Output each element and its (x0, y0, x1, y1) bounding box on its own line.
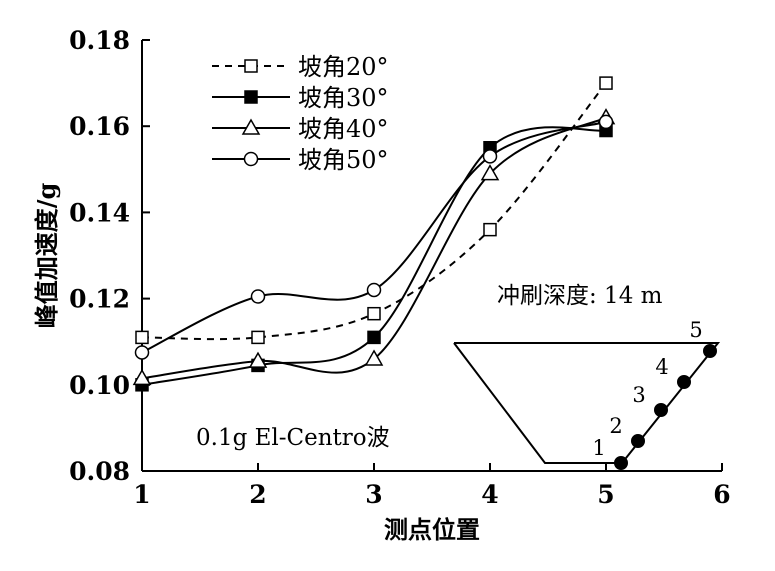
series-line (141, 116, 607, 380)
y-tick-label: 0.14 (69, 198, 130, 227)
measure-point-label: 4 (655, 355, 668, 379)
data-point (367, 306, 381, 321)
measure-point (654, 403, 668, 417)
series-4 (134, 114, 614, 360)
x-tick-label: 3 (365, 480, 382, 509)
scour-trapezoid (453, 342, 721, 464)
legend-item: 坡角50° (212, 146, 389, 174)
measure-point (703, 344, 717, 358)
y-tick-label: 0.08 (69, 457, 130, 486)
x-tick-label: 4 (481, 480, 498, 509)
legend-item: 坡角30° (212, 84, 389, 112)
data-point (483, 222, 497, 237)
series-layer (132, 76, 616, 392)
axes: 0.080.100.120.140.160.181 2 3 4 5 6测点位置峰值加速度/… (32, 26, 731, 544)
measure-point-label: 2 (609, 414, 622, 438)
series-line (141, 126, 607, 386)
legend-item: 坡角20° (212, 53, 389, 81)
y-tick-label: 0.12 (69, 285, 130, 314)
series-line (141, 82, 607, 341)
measure-point (614, 456, 628, 470)
measure-point (631, 434, 645, 448)
legend-marker (244, 59, 258, 73)
y-tick-label: 0.16 (69, 112, 130, 141)
legend-marker (241, 118, 261, 135)
measure-point-label: 3 (632, 383, 645, 407)
x-tick-label: 2 (249, 480, 266, 509)
x-axis-title: 测点位置 (384, 515, 480, 544)
data-point (366, 282, 382, 298)
legend-marker (244, 90, 258, 104)
measure-point-label: 5 (689, 318, 702, 342)
data-point (482, 149, 498, 164)
wave-annotation: 0.1g El-Centro波 (196, 425, 390, 451)
data-point (135, 330, 149, 345)
legend: 坡角20° 坡角30° 坡角40° 坡角50° (212, 53, 389, 174)
x-tick-label: 5 (597, 480, 614, 509)
x-tick-label: 1 (133, 480, 150, 509)
data-point (367, 330, 381, 345)
legend-label: 坡角20° (298, 53, 389, 81)
scour-depth-annotation: 冲刷深度: 14 m (497, 283, 663, 309)
data-point (598, 114, 614, 130)
series-1 (135, 76, 613, 345)
legend-label: 坡角50° (298, 146, 389, 174)
data-point (364, 349, 384, 366)
data-point (480, 164, 500, 181)
legend-marker (243, 151, 259, 167)
legend-label: 坡角40° (298, 115, 389, 143)
y-tick-label: 0.10 (69, 371, 130, 400)
data-point (251, 330, 265, 345)
data-point (248, 351, 268, 368)
legend-item: 坡角40° (212, 115, 389, 143)
measure-point (677, 375, 691, 389)
data-point (250, 289, 266, 304)
data-point (132, 368, 152, 386)
data-point (134, 345, 150, 360)
legend-label: 坡角30° (298, 84, 389, 112)
measure-point-label: 1 (592, 436, 605, 460)
y-axis-title: 峰值加速度/g (32, 183, 61, 329)
annotations: 0.1g El-Centro波 冲刷深度: 14 m (196, 283, 663, 451)
y-tick-label: 0.18 (69, 26, 130, 55)
data-point (599, 76, 613, 90)
x-tick-label: 6 (713, 480, 730, 509)
